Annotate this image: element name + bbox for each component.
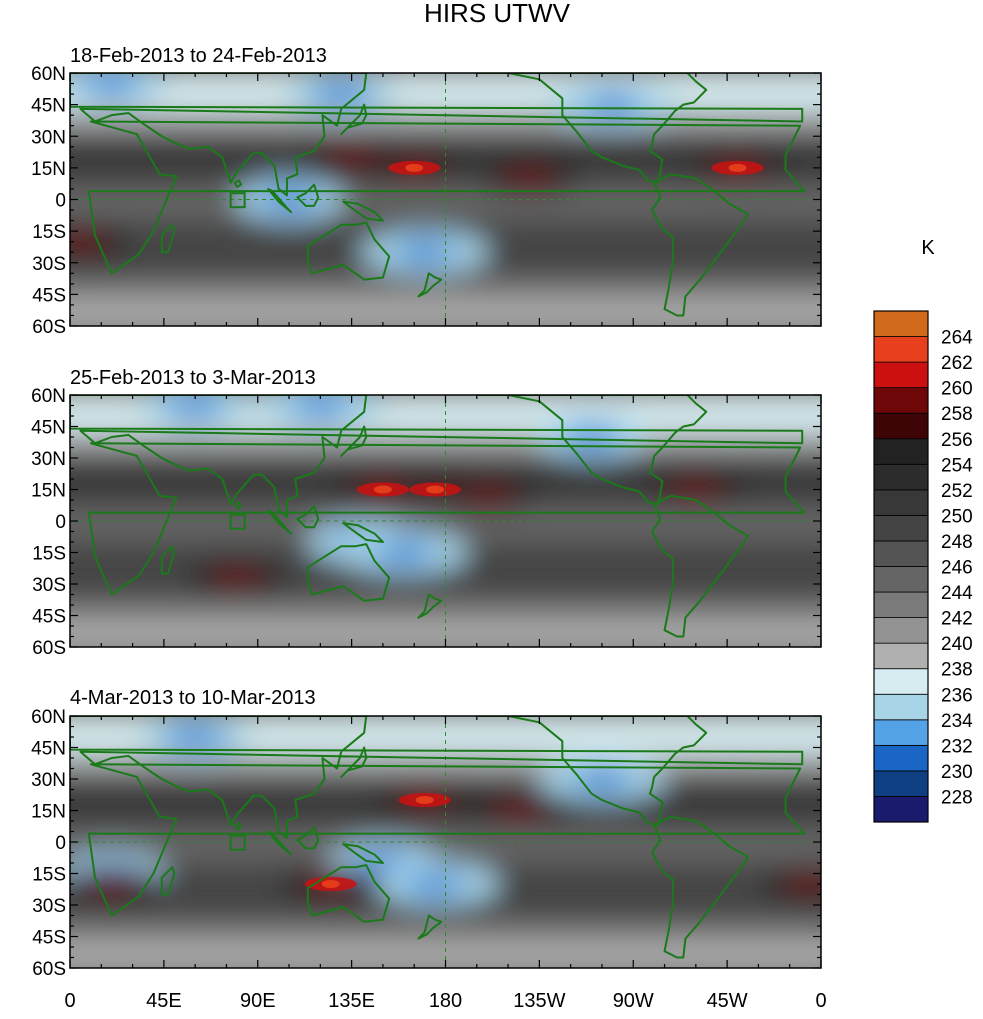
colorbar-swatch: [873, 642, 929, 670]
lat-tick-label: 30S: [32, 896, 66, 917]
lat-tick-label: 45N: [31, 96, 66, 117]
lat-tick-label: 60S: [32, 317, 66, 338]
colorbar-swatch: [873, 387, 929, 414]
lat-tick-label: 45S: [32, 607, 66, 628]
lat-tick-label: 0: [55, 191, 66, 212]
colorbar-swatch: [873, 361, 929, 389]
colorbar-swatch: [873, 310, 929, 337]
lat-tick-label: 60S: [32, 638, 66, 659]
lat-tick-label: 60N: [31, 386, 66, 407]
colorbar-level-label: 238: [941, 660, 973, 681]
colorbar-level-label: 232: [941, 736, 973, 757]
lon-tick-label: 45E: [146, 990, 182, 1012]
colorbar-level-label: 234: [941, 711, 973, 732]
colorbar-swatch: [873, 540, 929, 567]
colorbar-swatch: [873, 744, 929, 772]
map-panel-3: 4-Mar-2013 to 10-Mar-2013 60N 45N 30N 15N 0 1…: [31, 687, 822, 980]
colorbar-level-label: 240: [941, 634, 973, 655]
lat-tick-label: 30S: [32, 575, 66, 596]
colorbar: 228 230 232 234 236 238 240 242 244 246 248 250 252 2…: [873, 310, 973, 823]
lat-tick-label: 15S: [32, 222, 66, 243]
colorbar-level-label: 256: [941, 430, 973, 451]
lat-tick-label: 0: [55, 833, 66, 854]
lon-tick-label: 180: [429, 990, 462, 1012]
colorbar-level-label: 260: [941, 379, 973, 400]
lat-tick-label: 15S: [32, 544, 66, 565]
lon-tick-label: 90E: [240, 990, 276, 1012]
colorbar-swatch: [873, 463, 929, 491]
lat-tick-label: 45N: [31, 418, 66, 439]
lon-tick-label: 135W: [513, 990, 565, 1012]
lat-tick-label: 15S: [32, 865, 66, 886]
colorbar-level-label: 248: [941, 532, 973, 553]
lat-tick-label: 60S: [32, 959, 66, 980]
panel-1-title: 18-Feb-2013 to 24-Feb-2013: [70, 45, 327, 67]
longitude-labels: 0 45E 90E 135E 180 135W 90W 45W 0: [64, 990, 826, 1012]
colorbar-swatch: [873, 668, 929, 695]
lon-tick-label: 135E: [328, 990, 375, 1012]
lat-tick-label: 0: [55, 512, 66, 533]
colorbar-swatch: [873, 438, 929, 465]
lat-tick-label: 45N: [31, 739, 66, 760]
panel-1-field: [70, 73, 821, 326]
lat-tick-label: 30S: [32, 254, 66, 275]
panel-3-title: 4-Mar-2013 to 10-Mar-2013: [70, 687, 316, 709]
map-panel-1: 18-Feb-2013 to 24-Feb-2013 60N 45N 30N 15N 0…: [31, 45, 822, 338]
lat-tick-label: 15N: [31, 802, 66, 823]
colorbar-swatch: [873, 412, 929, 440]
colorbar-swatch: [873, 770, 929, 797]
panel-1-axes: 60N 45N 30N 15N 0 15S 30S 45S 60S: [31, 64, 822, 338]
lat-tick-label: 60N: [31, 64, 66, 85]
colorbar-swatch: [873, 489, 929, 516]
colorbar-swatch: [873, 796, 929, 823]
lat-tick-label: 15N: [31, 159, 66, 180]
colorbar-swatch: [873, 719, 929, 746]
panel-2-axes: 60N 45N 30N 15N 0 15S 30S 45S 60S: [31, 386, 822, 659]
colorbar-level-label: 262: [941, 353, 973, 374]
lon-tick-label: 90W: [613, 990, 654, 1012]
colorbar-level-label: 252: [941, 481, 973, 502]
colorbar-level-label: 244: [941, 583, 973, 604]
colorbar-level-label: 264: [941, 328, 973, 349]
panel-2-title: 25-Feb-2013 to 3-Mar-2013: [70, 367, 316, 389]
colorbar-level-label: 230: [941, 762, 973, 783]
colorbar-level-label: 242: [941, 609, 973, 630]
lat-tick-label: 30N: [31, 449, 66, 470]
colorbar-level-label: 254: [941, 455, 973, 476]
panel-3-coastlines: [70, 716, 806, 959]
map-panel-2: 25-Feb-2013 to 3-Mar-2013 60N 45N 30N 15N 0 1…: [31, 367, 822, 659]
colorbar-swatch: [873, 566, 929, 593]
panel-2-coastlines: [70, 395, 806, 638]
colorbar-level-label: 236: [941, 685, 973, 706]
colorbar-level-label: 258: [941, 404, 973, 425]
figure-title: HIRS UTWV: [424, 0, 571, 28]
colorbar-swatch: [873, 336, 929, 363]
lat-tick-label: 30N: [31, 770, 66, 791]
lon-tick-label: 45W: [707, 990, 748, 1012]
lat-tick-label: 45S: [32, 285, 66, 306]
panel-2-field: [70, 395, 821, 647]
units-label: K: [921, 237, 935, 259]
lat-tick-label: 30N: [31, 127, 66, 148]
colorbar-swatch: [873, 617, 929, 644]
panel-3-axes: 60N 45N 30N 15N 0 15S 30S 45S 60S: [31, 707, 822, 980]
colorbar-swatch: [873, 591, 929, 618]
colorbar-level-label: 250: [941, 506, 973, 527]
colorbar-level-label: 228: [941, 787, 973, 808]
lon-tick-label: 0: [64, 990, 75, 1012]
lat-tick-label: 15N: [31, 481, 66, 502]
colorbar-swatch: [873, 693, 929, 721]
panel-1-coastlines: [70, 73, 806, 317]
lat-tick-label: 60N: [31, 707, 66, 728]
colorbar-swatch: [873, 515, 929, 542]
colorbar-level-label: 246: [941, 558, 973, 579]
lat-tick-label: 45S: [32, 928, 66, 949]
lon-tick-label: 0: [815, 990, 826, 1012]
